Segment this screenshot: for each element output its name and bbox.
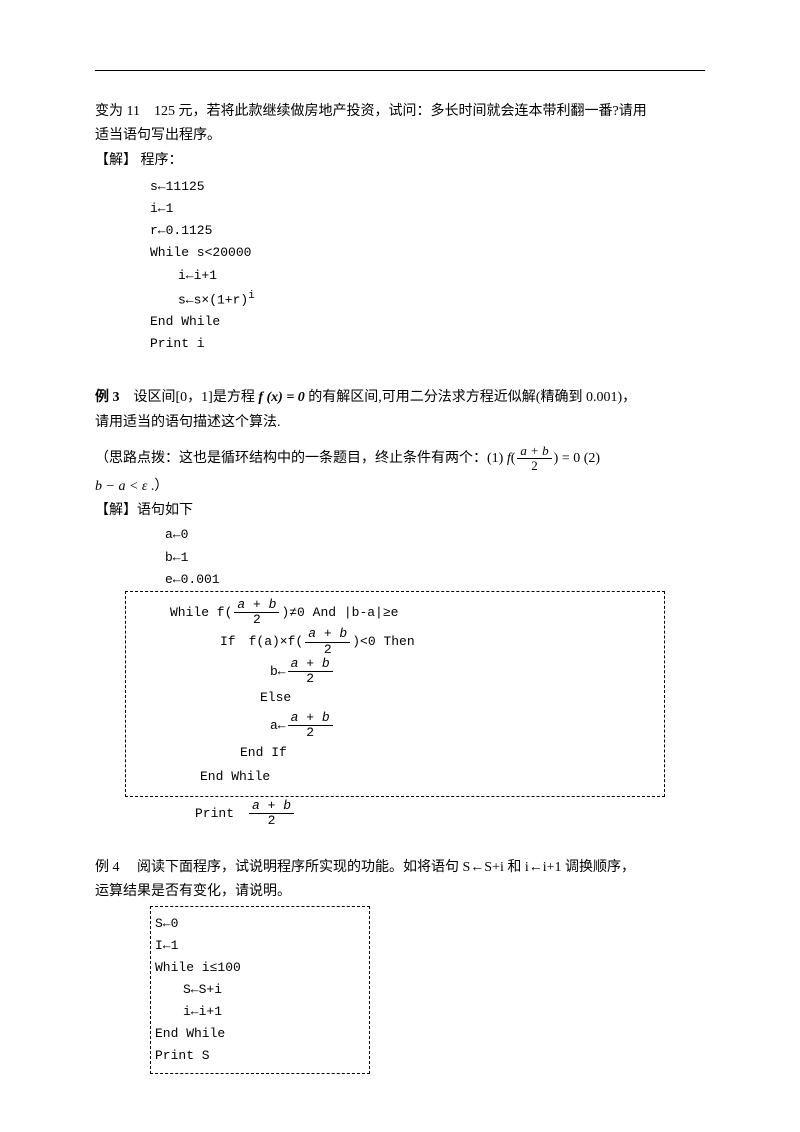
ex3-hint-prefix: （思路点拨：这也是循环结构中的一条题目，终止条件有两个：(1) xyxy=(95,451,507,466)
code1-l6-sup: i xyxy=(248,290,255,302)
code1-l2: i←1 xyxy=(150,198,705,220)
ex3-bassign: b←a + b2 xyxy=(130,657,660,687)
ex3-endwhile: End While xyxy=(130,765,660,790)
ex3-hint-lparen: ( xyxy=(511,451,516,466)
ex3-dashed-box: While f(a + b2)≠0 And |b-a|≥e If f(a)×f(… xyxy=(125,591,665,797)
ex3-hint2-suffix: .） xyxy=(147,479,168,494)
ex3-hint-line2: b − a < ε .） xyxy=(95,476,705,498)
top-rule xyxy=(95,70,705,71)
ex3-print-frac: a + b2 xyxy=(249,799,294,829)
ex3-while-frac: a + b2 xyxy=(234,598,279,628)
ex4-body1: 阅读下面程序，试说明程序所实现的功能。如将语句 S←S+i 和 i←i+1 调换… xyxy=(120,860,636,875)
ex3-print: Print a + b2 xyxy=(95,799,705,829)
ex3-title-line1: 例 3 设区间[0，1]是方程 f (x) = 0 的有解区间,可用二分法求方程… xyxy=(95,387,705,409)
ex3-formula: f (x) = 0 xyxy=(258,390,304,405)
frac-num: a + b xyxy=(517,444,551,459)
code1-l7: End While xyxy=(150,311,705,333)
ex3-while-prefix: While f( xyxy=(170,605,232,620)
ex4-dashdot-box: S←0 I←1 While i≤100 S←S+i i←i+1 End Whil… xyxy=(150,906,370,1075)
frac-den: 2 xyxy=(288,672,333,686)
code-block-1: s←11125 i←1 r←0.1125 While s<20000 i←i+1… xyxy=(150,176,705,355)
ex3-hint2-prefix: b − a < ε xyxy=(95,479,147,494)
ex3-aassign-frac: a + b2 xyxy=(288,711,333,741)
intro-line1: 变为 11 125 元，若将此款继续做房地产投资，试问：多长时间就会连本带利翻一… xyxy=(95,101,705,123)
ex3-hint-line1: （思路点拨：这也是循环结构中的一条题目，终止条件有两个：(1) f(a + b2… xyxy=(95,444,705,474)
ex4-l1: S←0 xyxy=(155,913,365,935)
ex4-l7: Print S xyxy=(155,1045,365,1067)
solution1-label: 【解】 程序： xyxy=(95,150,705,172)
ex4-l2: I←1 xyxy=(155,935,365,957)
frac-den: 2 xyxy=(249,814,294,828)
code1-l4: While s<20000 xyxy=(150,242,705,264)
frac-num: a + b xyxy=(288,711,333,726)
intro-line2: 适当语句写出程序。 xyxy=(95,125,705,147)
ex4-l6: End While xyxy=(155,1023,365,1045)
ex3-hint-frac: a + b2 xyxy=(517,444,551,474)
frac-num: a + b xyxy=(305,627,350,642)
ex3-b1: b←1 xyxy=(165,547,705,569)
ex3-init-block: a←0 b←1 e←0.001 xyxy=(165,524,705,590)
ex3-label: 例 3 xyxy=(95,390,120,405)
ex4-line1: 例 4 阅读下面程序，试说明程序所实现的功能。如将语句 S←S+i 和 i←i+… xyxy=(95,857,705,879)
frac-num: a + b xyxy=(234,598,279,613)
ex3-if: If f(a)×f(a + b2)<0 Then xyxy=(130,627,660,657)
ex3-aassign-text: a← xyxy=(270,718,286,733)
ex3-print-prefix: Print xyxy=(195,806,247,821)
ex4-l5: i←i+1 xyxy=(155,1001,365,1023)
ex3-aassign: a←a + b2 xyxy=(130,711,660,741)
code1-l6: s←s×(1+r)i xyxy=(150,287,705,311)
frac-num: a + b xyxy=(249,799,294,814)
ex3-body1: 设区间[0，1]是方程 xyxy=(120,390,259,405)
code1-l5: i←i+1 xyxy=(150,265,705,287)
ex3-solution-label: 【解】语句如下 xyxy=(95,500,705,522)
frac-num: a + b xyxy=(288,657,333,672)
ex3-e001: e←0.001 xyxy=(165,569,705,591)
code1-l3: r←0.1125 xyxy=(150,220,705,242)
frac-den: 2 xyxy=(234,613,279,627)
ex3-body2: 的有解区间,可用二分法求方程近似解(精确到 0.001)， xyxy=(305,390,636,405)
ex4-l4: S←S+i xyxy=(155,979,365,1001)
ex3-while-mid: )≠0 And |b-a|≥e xyxy=(281,605,398,620)
ex4-line2: 运算结果是否有变化，请说明。 xyxy=(95,881,705,903)
ex4-label: 例 4 xyxy=(95,860,120,875)
ex3-hint-suffix: (2) xyxy=(580,451,600,466)
frac-den: 2 xyxy=(517,459,551,473)
code1-l8: Print i xyxy=(150,333,705,355)
frac-den: 2 xyxy=(288,726,333,740)
code1-l6-text: s←s×(1+r) xyxy=(178,292,248,307)
ex3-while: While f(a + b2)≠0 And |b-a|≥e xyxy=(130,598,660,628)
ex3-endif: End If xyxy=(130,741,660,766)
ex3-if-frac: a + b2 xyxy=(305,627,350,657)
ex3-if-suffix: )<0 Then xyxy=(352,635,414,650)
ex3-title-line2: 请用适当的语句描述这个算法. xyxy=(95,412,705,434)
ex3-hint-eq: = 0 xyxy=(558,451,580,466)
ex3-if-prefix: If f(a)×f( xyxy=(220,635,303,650)
code1-l1: s←11125 xyxy=(150,176,705,198)
ex3-bassign-text: b← xyxy=(270,664,286,679)
ex3-a0: a←0 xyxy=(165,524,705,546)
ex3-else: Else xyxy=(130,686,660,711)
ex3-bassign-frac: a + b2 xyxy=(288,657,333,687)
ex4-l3: While i≤100 xyxy=(155,957,365,979)
frac-den: 2 xyxy=(305,643,350,657)
